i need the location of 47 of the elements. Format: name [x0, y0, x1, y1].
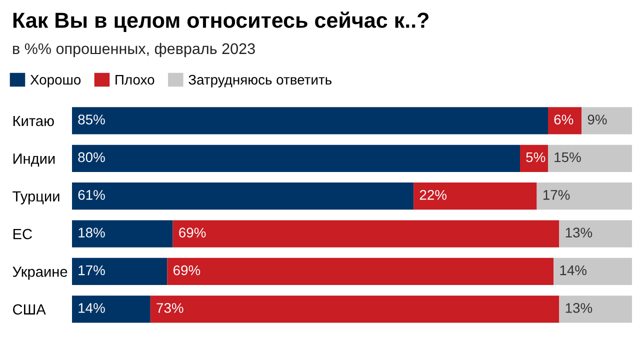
data-label: 69%	[174, 265, 200, 276]
data-label: 9%	[588, 114, 607, 124]
data-label: 13%	[566, 303, 592, 313]
data-label: 13%	[566, 228, 592, 238]
data-label: 73%	[156, 303, 184, 313]
legend-label: Затрудняюсь ответить	[188, 74, 332, 88]
bar	[72, 182, 414, 210]
bar	[554, 258, 632, 286]
bar	[172, 220, 560, 248]
bar	[520, 144, 548, 172]
data-label: 22%	[420, 190, 447, 200]
bar	[582, 107, 632, 134]
data-label: 69%	[179, 228, 206, 238]
legend-label: Хорошо	[30, 74, 81, 88]
data-label: 14%	[78, 303, 105, 313]
bar	[150, 296, 560, 323]
y-tick-label: Китаю	[13, 116, 54, 126]
bar	[72, 220, 173, 248]
y-tick-label: Украине	[12, 266, 68, 280]
data-label: 5%	[526, 152, 546, 162]
data-label: 15%	[554, 152, 581, 162]
bar	[548, 144, 632, 172]
bar	[72, 296, 150, 323]
bar	[559, 220, 632, 248]
data-label: 6%	[554, 114, 574, 124]
y-tick-label: Турции	[12, 191, 60, 204]
data-label: 14%	[560, 265, 587, 276]
bar	[536, 182, 632, 210]
bar	[72, 258, 168, 286]
data-label: 17%	[78, 265, 105, 276]
chart-subtitle: в %% опрошенных, февраль 2023	[13, 42, 255, 58]
bar	[548, 107, 582, 134]
data-label: 18%	[78, 228, 105, 238]
data-label: 61%	[78, 190, 105, 200]
bar	[414, 182, 537, 210]
bar	[72, 107, 548, 134]
chart-title: Как Вы в целом относитесь сейчас к..?	[13, 12, 428, 32]
bar	[72, 144, 520, 172]
bar	[167, 258, 554, 286]
data-label: 80%	[78, 152, 105, 162]
legend-label: Плохо	[116, 74, 154, 85]
y-tick-label: ЕС	[13, 228, 32, 240]
y-tick-label: США	[13, 304, 46, 315]
data-label: 17%	[543, 190, 570, 200]
bar	[559, 296, 632, 323]
y-tick-label: Индии	[13, 154, 55, 167]
data-label: 85%	[78, 114, 105, 124]
